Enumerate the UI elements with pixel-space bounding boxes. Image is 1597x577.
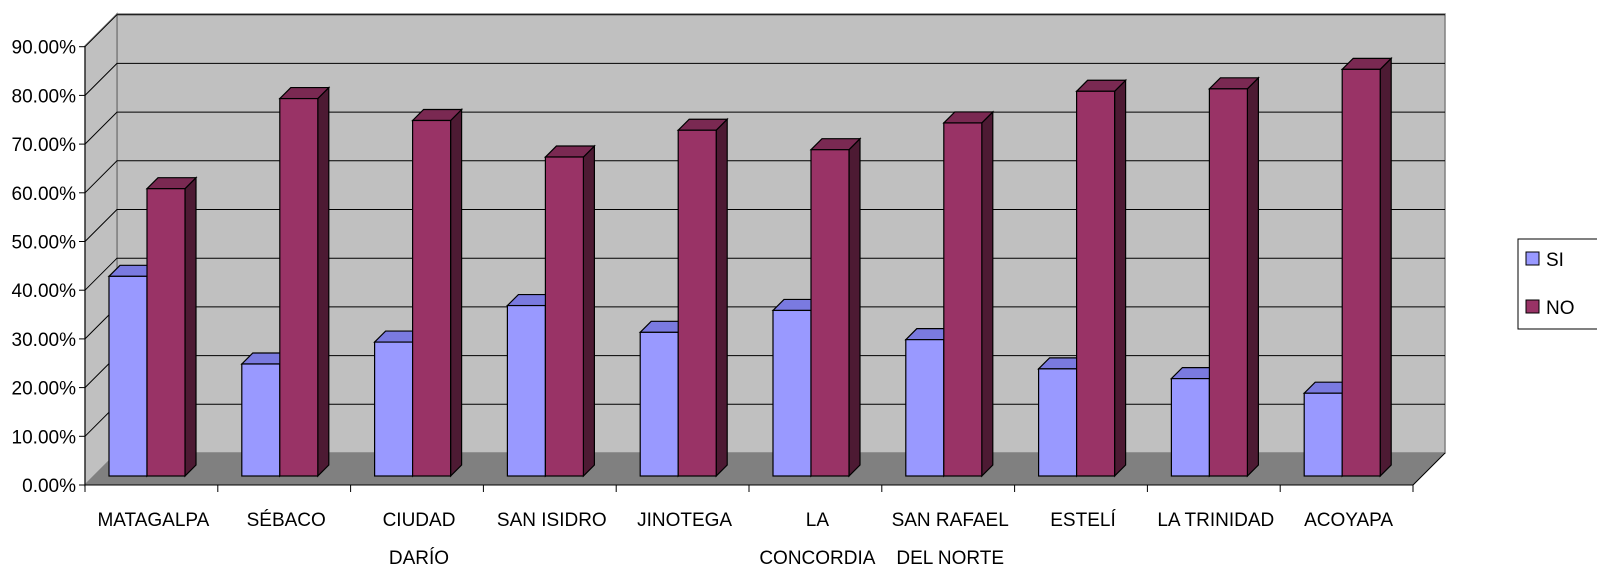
bar-no: [411, 108, 464, 478]
gridlines: [84, 14, 1445, 437]
legend-swatch-no: [1525, 299, 1540, 314]
legend-swatch-si: [1525, 251, 1540, 266]
y-tick-label: 0.00%: [22, 476, 76, 497]
x-category-label: DARÍO: [389, 548, 449, 569]
x-category-label: ESTELÍ: [1050, 510, 1116, 531]
y-tick-label: 80.00%: [12, 86, 77, 107]
y-tick-label: 70.00%: [12, 135, 77, 156]
legend: SI NO: [1517, 238, 1597, 330]
bar-front: [506, 304, 546, 477]
x-category-label: DEL NORTE: [896, 548, 1004, 569]
y-axis: 0.00% 10.00% 20.00% 30.00% 40.00% 50.00% 60.00…: [12, 38, 86, 497]
x-category-label: ACOYAPA: [1304, 510, 1393, 531]
legend-label-si: SI: [1546, 250, 1564, 271]
bar-front: [374, 341, 414, 477]
bar-front: [241, 363, 281, 477]
x-category-label: MATAGALPA: [97, 510, 209, 531]
bar-front: [1075, 90, 1116, 477]
gridline: [84, 62, 1445, 96]
y-tick-label: 40.00%: [12, 281, 77, 302]
bar-front: [1208, 88, 1249, 477]
gridline: [84, 160, 1445, 194]
x-category-label: LA TRINIDAD: [1157, 510, 1274, 531]
bar-front: [146, 188, 186, 477]
bar-side: [848, 137, 861, 478]
bar-front: [1037, 368, 1078, 477]
bar-front: [677, 129, 717, 477]
bar-side: [317, 86, 330, 478]
bar-no: [1207, 76, 1260, 478]
bar-side: [1379, 56, 1392, 478]
bar-no: [543, 144, 596, 478]
bar-front: [772, 309, 812, 477]
bar-front: [1303, 392, 1343, 477]
bar-no: [278, 86, 331, 478]
bar-front: [108, 275, 148, 477]
x-axis-depth-line: [1412, 452, 1446, 486]
bar-side: [715, 117, 728, 478]
bar-side: [582, 144, 596, 478]
y-tick-label: 60.00%: [12, 184, 77, 205]
x-category-label: LA: [806, 510, 830, 531]
y-tick-label: 10.00%: [12, 427, 77, 448]
bar-no: [809, 137, 862, 478]
bar-front: [1170, 378, 1211, 477]
gridline: [84, 209, 1445, 242]
bar-no: [1075, 78, 1128, 478]
bar-front: [1341, 68, 1381, 477]
x-category-label: SÉBACO: [247, 510, 326, 531]
bar-no: [942, 110, 995, 478]
bar-front: [905, 339, 945, 477]
bar-side: [184, 176, 197, 478]
gridline: [84, 111, 1445, 145]
bar-side: [981, 110, 994, 478]
bar-si: [904, 327, 957, 478]
bars: [107, 56, 1393, 478]
gridline: [84, 14, 1445, 48]
x-category-label: SAN ISIDRO: [497, 510, 607, 531]
bar-front: [279, 97, 319, 477]
bar-no: [676, 117, 729, 478]
bar-front: [412, 119, 452, 477]
x-category-label: JINOTEGA: [637, 510, 732, 531]
bar-side: [450, 108, 463, 478]
y-tick-label: 30.00%: [12, 330, 77, 351]
gridline: [84, 257, 1445, 291]
legend-label-no: NO: [1546, 298, 1575, 319]
bar-no: [145, 176, 198, 478]
bar-front: [639, 331, 679, 477]
y-tick-label: 20.00%: [12, 379, 77, 400]
bar-front: [943, 122, 983, 477]
bar-side: [1113, 78, 1127, 478]
x-category-label: CIUDAD: [383, 510, 456, 531]
y-tick-label: 50.00%: [12, 233, 77, 254]
bar-front: [810, 149, 850, 477]
bar-front: [544, 156, 585, 477]
y-tick-label: 90.00%: [12, 38, 77, 59]
x-category-label: CONCORDIA: [759, 548, 875, 569]
x-axis: MATAGALPA SÉBACO CIUDAD DARÍO SAN ISIDRO JINO…: [84, 452, 1446, 569]
bar-side: [1246, 76, 1260, 478]
x-category-label: SAN RAFAEL: [892, 510, 1009, 531]
bar-no: [1340, 56, 1393, 478]
